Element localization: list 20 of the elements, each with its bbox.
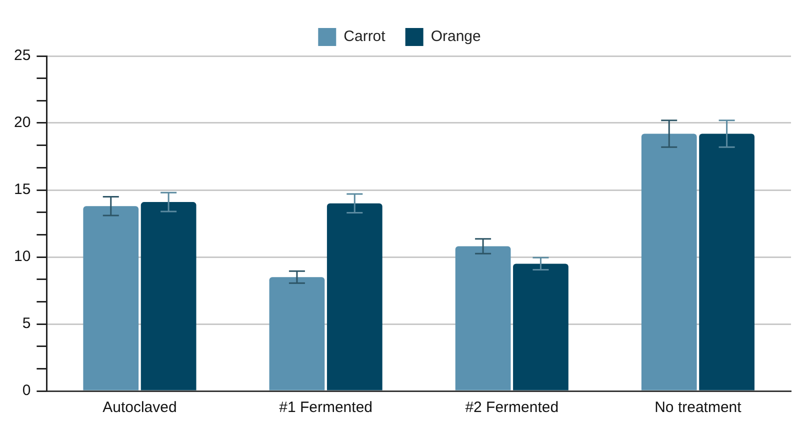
x-tick-label: No treatment: [654, 399, 742, 416]
y-tick-label: 25: [14, 47, 31, 64]
y-tick-label: 10: [14, 248, 31, 266]
bar: [455, 246, 511, 390]
legend-label: Carrot: [344, 28, 386, 46]
y-tick-label: 5: [22, 315, 31, 332]
bar: [641, 134, 697, 390]
x-tick-label: #2 Fermented: [465, 399, 559, 416]
legend-label: Orange: [430, 28, 481, 46]
bar: [699, 134, 754, 390]
y-tick-label: 20: [14, 114, 31, 132]
bar: [513, 264, 568, 390]
bar: [326, 203, 382, 390]
bar: [140, 202, 196, 390]
y-tick-label: 15: [14, 181, 31, 198]
x-tick-label: #1 Fermented: [279, 399, 372, 416]
bar: [83, 206, 139, 390]
y-tick-label: 0: [22, 382, 31, 400]
x-tick-label: Autoclaved: [102, 399, 177, 416]
bar: [269, 277, 325, 390]
